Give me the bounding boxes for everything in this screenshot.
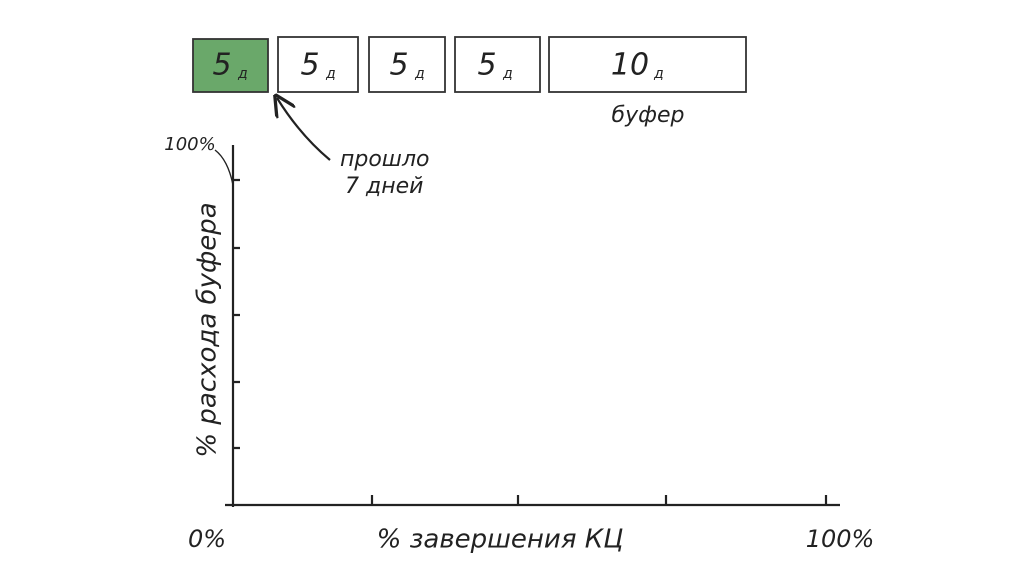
block-unit: д — [325, 66, 336, 82]
block-passed — [192, 38, 269, 93]
y-top-label: 100% — [164, 134, 215, 155]
block — [277, 36, 359, 93]
leader — [214, 149, 234, 186]
block-unit: д — [237, 66, 248, 82]
block-unit: д — [414, 66, 425, 82]
block-value: 5 — [300, 48, 319, 83]
y-axis-label: % расхода буфера — [193, 202, 223, 457]
block-unit: д — [502, 66, 513, 82]
annotation-line: 7 дней — [345, 174, 423, 199]
block-value: 5 — [389, 48, 408, 83]
buffer-label: буфер — [612, 103, 685, 128]
block — [368, 36, 446, 93]
block-value: 5 — [477, 48, 496, 83]
annotation-line: прошло — [340, 147, 429, 172]
tick-marks — [233, 178, 828, 505]
axes — [225, 145, 840, 507]
buffer-block — [548, 36, 747, 93]
origin-label: 0% — [188, 525, 226, 553]
block-value: 10 — [611, 48, 649, 83]
block-value: 5 — [212, 48, 231, 83]
x-axis-label: % завершения КЦ — [377, 525, 624, 555]
block — [454, 36, 541, 93]
block-unit: д — [653, 66, 664, 82]
arrow — [277, 98, 331, 161]
x-right-label: 100% — [806, 525, 875, 553]
